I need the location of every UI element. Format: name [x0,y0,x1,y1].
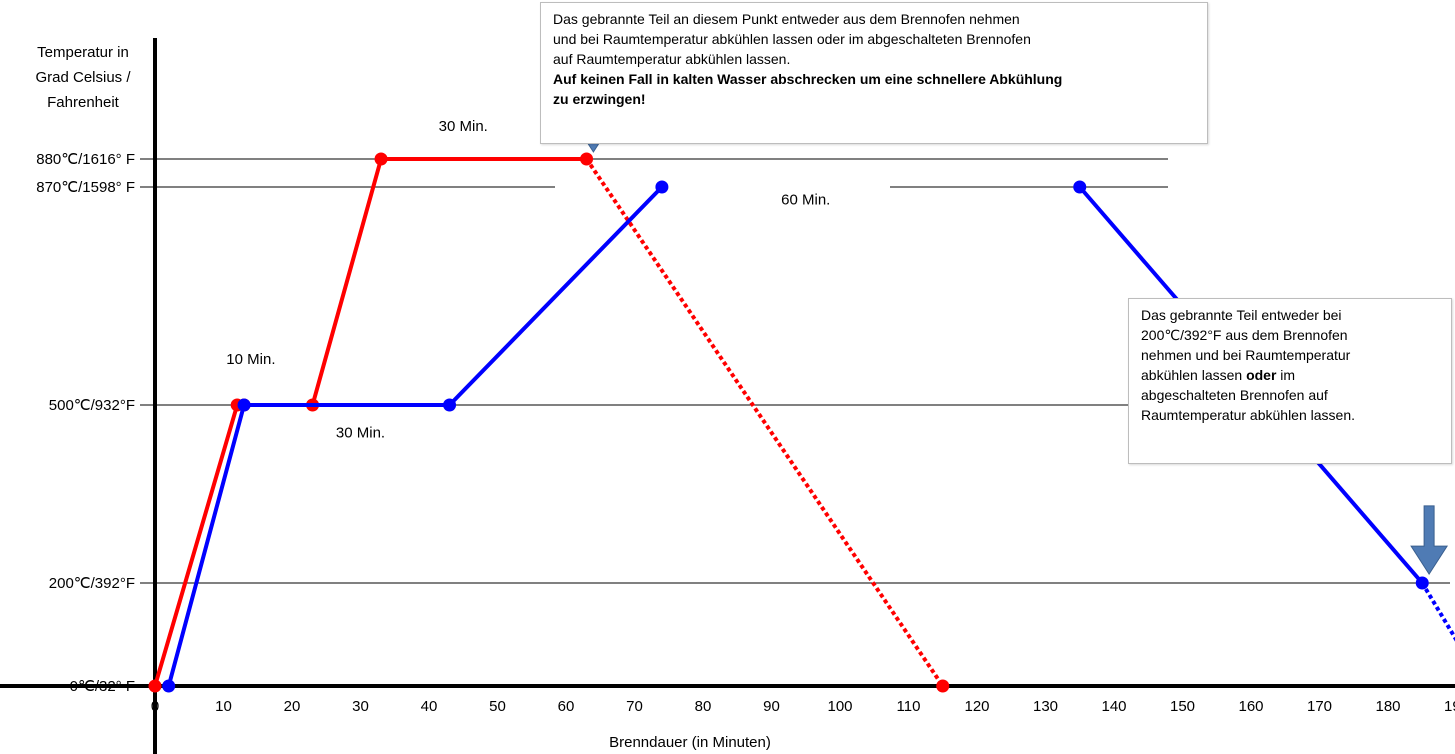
y-tick-label: 200℃/392°F [49,575,135,592]
red-series-dotted-line [584,157,945,688]
note-bold-line: zu erzwingen! [553,91,646,107]
y-tick-label: 870℃/1598° F [36,179,135,196]
x-tick-label: 150 [1170,698,1195,715]
blue-series-point [1415,576,1429,590]
duration-label: 30 Min. [439,118,488,135]
note-line: Das gebrannte Teil entweder bei [1141,307,1342,323]
duration-label: 60 Min. [781,192,830,209]
x-tick-label: 30 [352,698,369,715]
x-tick-label: 120 [964,698,989,715]
x-tick-label: 180 [1375,698,1400,715]
note-right-callout: Das gebrannte Teil entweder bei 200℃/392… [1128,298,1452,464]
x-tick-label: 10 [215,698,232,715]
blue-series-point [237,398,251,412]
y-tick-label: 880℃/1616° F [36,151,135,168]
x-tick-label: 90 [763,698,780,715]
duration-label: 10 Min. [226,351,275,368]
note-line: 200℃/392°F aus dem Brennofen [1141,327,1348,343]
note-line: Das gebrannte Teil an diesem Punkt entwe… [553,11,1020,27]
x-tick-label: 140 [1101,698,1126,715]
note-line: Raumtemperatur abkühlen lassen. [1141,407,1356,423]
x-tick-label: 20 [284,698,301,715]
x-tick-label: 100 [827,698,852,715]
x-axis-title: Brenndauer (in Minuten) [609,734,771,751]
y-axis-title-line: Temperatur in [37,44,129,61]
note-line: abkühlen lassen oder im [1141,367,1296,383]
y-axis-title-line: Grad Celsius / [35,69,131,86]
x-tick-label: 110 [897,698,921,715]
down-arrow-icon [1410,505,1449,576]
x-tick-label: 70 [626,698,643,715]
x-tick-label: 0 [151,698,159,715]
x-tick-label: 190 [1444,698,1455,715]
blue-series-point [1073,180,1087,194]
red-series-point [580,152,594,166]
note-bold-line: Auf keinen Fall in kalten Wasser abschre… [553,71,1063,87]
note-top-callout: Das gebrannte Teil an diesem Punkt entwe… [540,2,1208,144]
y-tick-label: 500℃/932°F [49,397,135,414]
red-series-point [148,679,162,693]
x-tick-label: 40 [421,698,438,715]
x-tick-label: 80 [695,698,712,715]
note-line: auf Raumtemperatur abkühlen lassen. [553,51,791,67]
x-tick-label: 130 [1033,698,1058,715]
note-line: nehmen und bei Raumtemperatur [1141,347,1351,363]
blue-series-point [443,398,457,412]
red-series-point [374,152,388,166]
blue-series-point [162,679,176,693]
y-tick-label: 0℃/32° F [70,678,135,695]
x-tick-label: 60 [558,698,575,715]
duration-label: 30 Min. [336,425,385,442]
y-axis-title-line: Fahrenheit [47,94,119,111]
x-tick-label: 50 [489,698,506,715]
blue-series-dotted-line [1420,581,1455,642]
red-series-line [153,157,587,687]
x-tick-label: 170 [1307,698,1332,715]
blue-series-line [166,185,664,687]
x-tick-label: 160 [1238,698,1263,715]
note-line: und bei Raumtemperatur abkühlen lassen o… [553,31,1031,47]
y-axis-title: Temperatur in Grad Celsius / Fahrenheit [18,40,148,115]
red-series-point [936,679,950,693]
blue-series-point [655,180,669,194]
note-line: abgeschalteten Brennofen auf [1141,387,1328,403]
